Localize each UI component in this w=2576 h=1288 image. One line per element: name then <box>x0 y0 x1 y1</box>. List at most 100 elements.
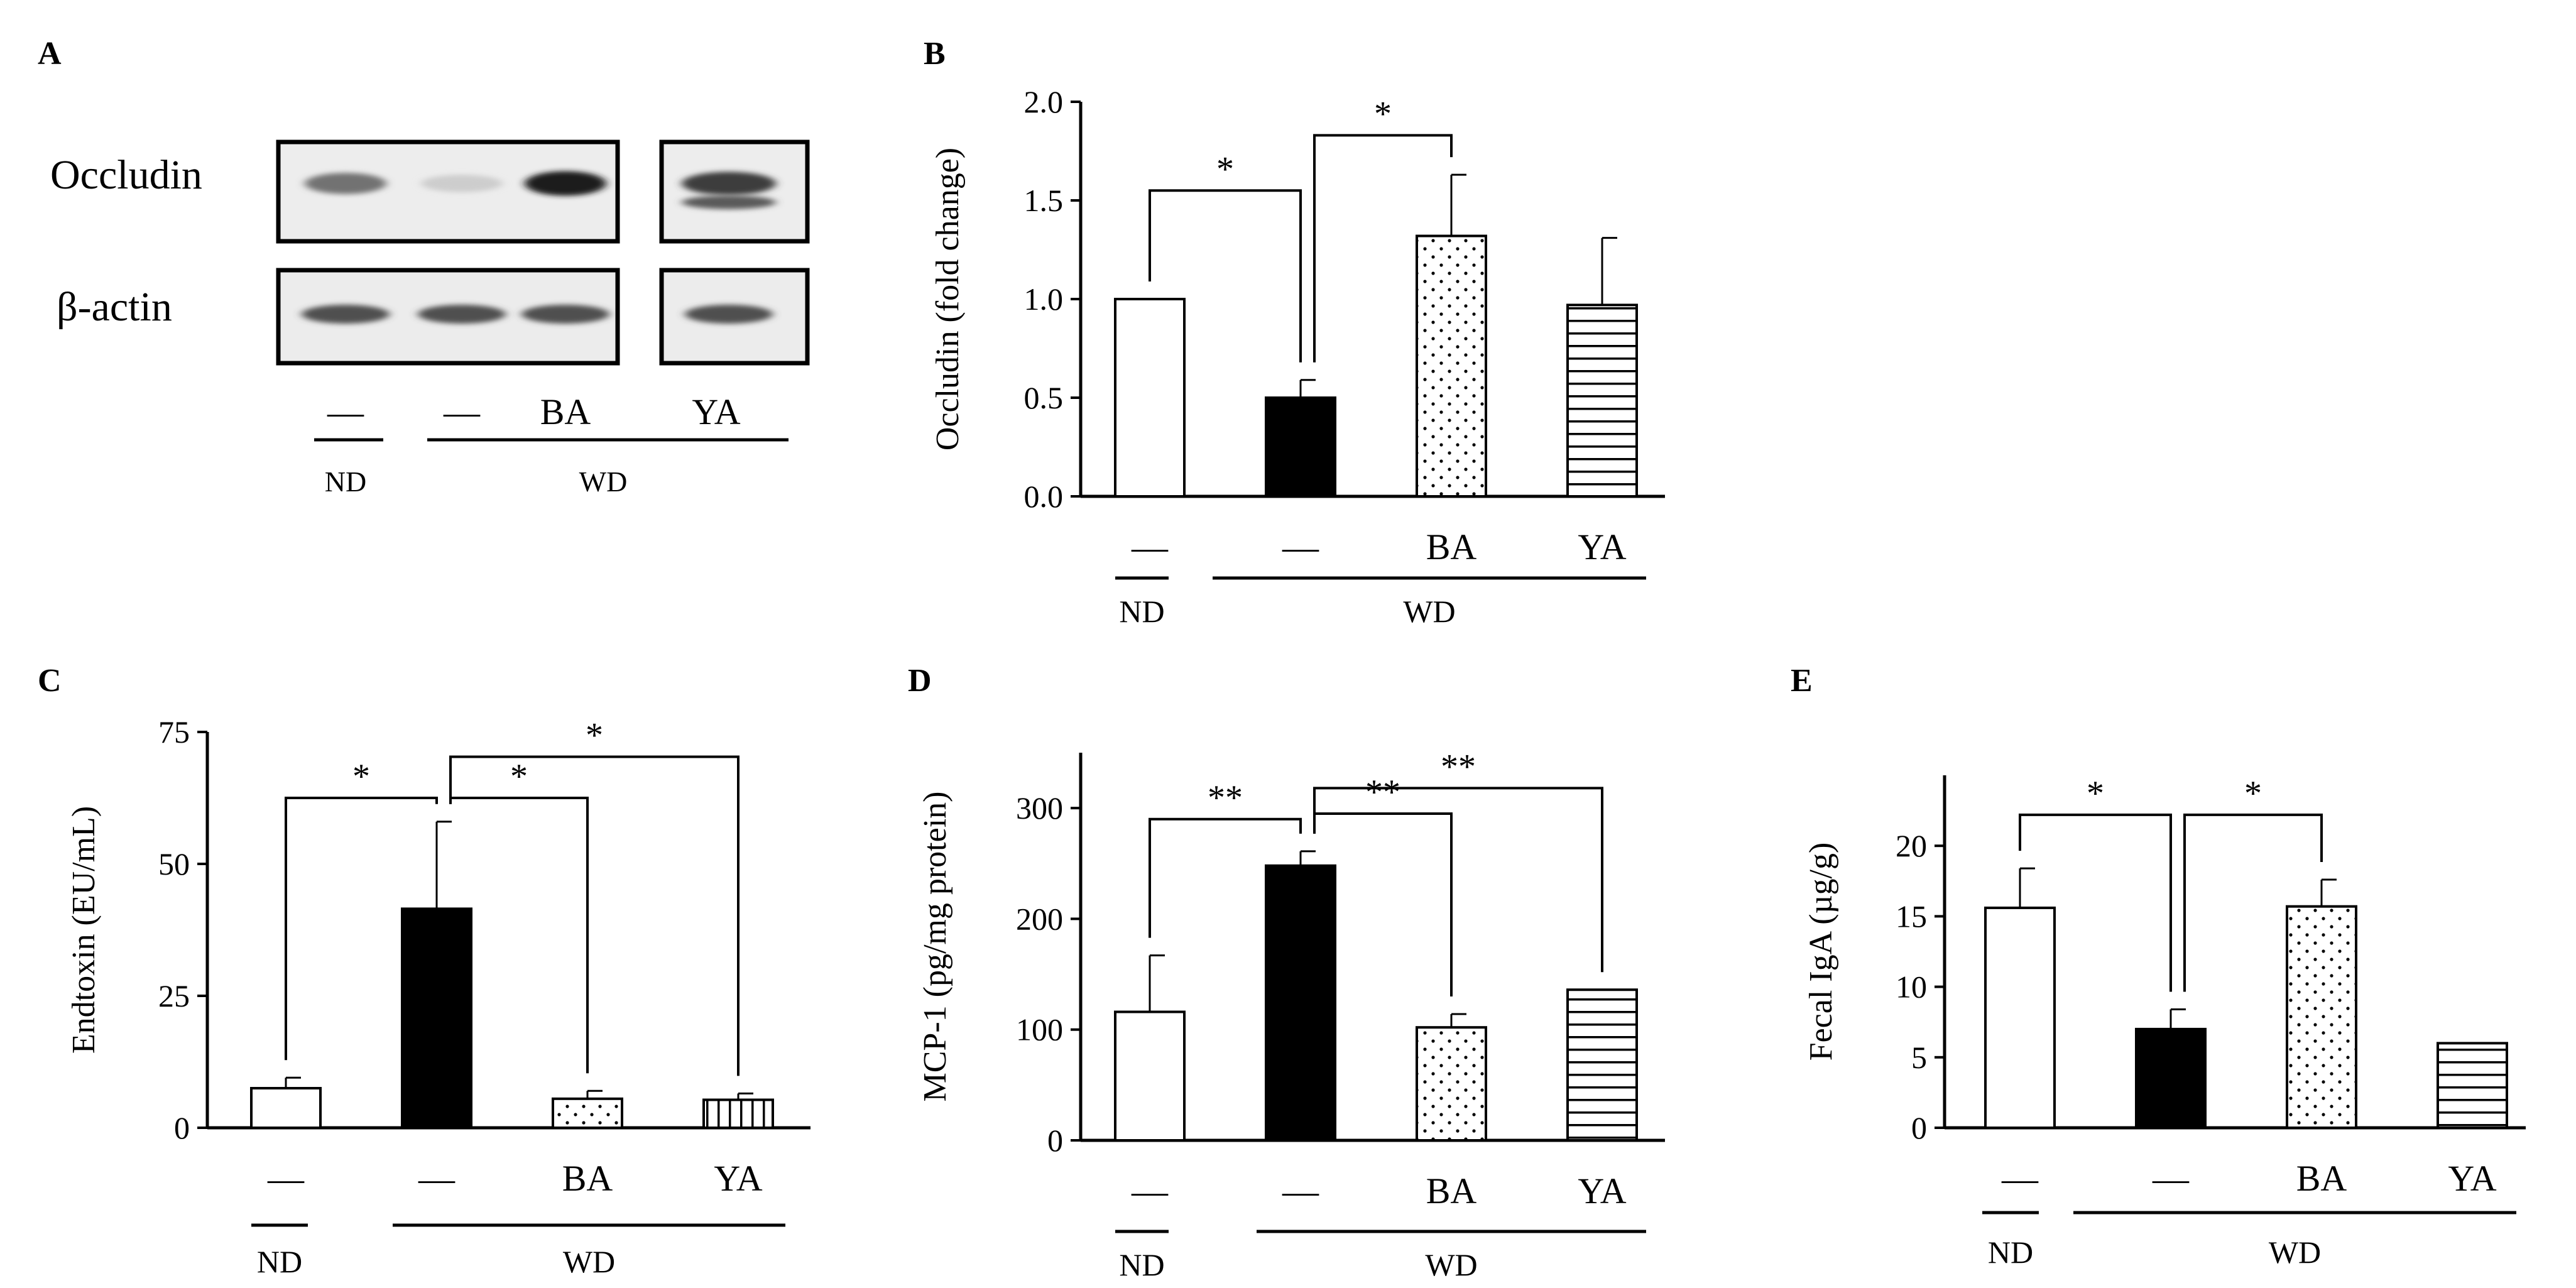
blot-wd-label: WD <box>579 466 628 498</box>
y-axis-label: Occludin (fold change) <box>930 148 966 450</box>
category-label: — <box>2001 1158 2039 1199</box>
significance-bracket <box>1149 189 1302 363</box>
chart-d: 0 100 200 300 MCP-1 (pg/mg protein) — — BA YA ND W… <box>917 747 1665 1282</box>
bar <box>1265 864 1336 1142</box>
chart-b: 0.0 0.5 1.0 1.5 2.0 Occludin (fold change) — — B… <box>930 84 1665 629</box>
category-label: BA <box>562 1158 613 1199</box>
blot-band <box>305 173 386 194</box>
blot-row-label-beta-actin: β-actin <box>57 284 172 330</box>
bar <box>1566 303 1638 498</box>
category-label: — <box>418 1158 456 1199</box>
significance-label: ** <box>1441 747 1476 786</box>
panel-e-label: E <box>1791 663 1813 699</box>
panel-d: D 0 100 200 300 MCP-1 (pg/mg protein) — — BA YA N… <box>908 663 1665 1282</box>
significance-label: ** <box>1208 778 1243 817</box>
blot-bands <box>302 171 776 324</box>
significance-label: * <box>1216 150 1234 188</box>
wd-group-label: WD <box>1425 1247 1477 1282</box>
blot-row-label-occludin: Occludin <box>50 152 202 198</box>
bar <box>1416 234 1487 498</box>
category-label: YA <box>2448 1158 2496 1199</box>
significance-bracket <box>1313 134 1453 363</box>
category-label: — <box>267 1158 305 1199</box>
y-tick-label: 100 <box>1016 1012 1063 1047</box>
bar <box>1265 396 1336 498</box>
bar <box>1984 906 2056 1130</box>
wd-group-label: WD <box>563 1244 615 1279</box>
chart-c: 0 25 50 75 Endtoxin (EU/mL) — — BA YA ND WD * * * <box>66 714 810 1279</box>
y-tick-label: 15 <box>1896 898 1927 934</box>
y-tick-label: 10 <box>1896 969 1927 1005</box>
category-label: BA <box>1426 527 1477 567</box>
y-tick-label: 1.5 <box>1024 183 1064 218</box>
y-tick-label: 25 <box>158 978 190 1013</box>
category-label: YA <box>714 1158 762 1199</box>
y-tick-label: 0.5 <box>1024 380 1064 415</box>
bar <box>1114 298 1186 498</box>
bar <box>1416 1026 1487 1142</box>
panel-a: A Occludin β-actin — — BA YA ND WD <box>38 36 810 498</box>
panel-c-label: C <box>38 663 62 699</box>
category-label: — <box>1282 527 1319 567</box>
significance-bracket <box>2183 813 2323 992</box>
nd-group-label: ND <box>1988 1235 2033 1270</box>
blot-lane-label: YA <box>692 391 740 432</box>
y-axis-label: Fecal IgA (µg/g) <box>1803 843 1839 1061</box>
y-tick-label: 0 <box>1047 1123 1063 1158</box>
blot-band <box>682 172 776 195</box>
significance-label: ** <box>1365 773 1400 812</box>
y-tick-label: 2.0 <box>1024 84 1064 119</box>
blot-band <box>521 305 609 324</box>
significance-label: * <box>2087 774 2104 813</box>
category-label: — <box>1131 527 1169 567</box>
category-label: — <box>2152 1158 2190 1199</box>
significance-bracket <box>285 797 438 1061</box>
bar <box>1114 1010 1186 1142</box>
panel-a-label: A <box>38 36 62 72</box>
blot-band <box>525 171 606 196</box>
blot-lane-label: — <box>443 391 481 432</box>
y-tick-label: 75 <box>158 714 190 750</box>
category-label: — <box>1282 1171 1319 1211</box>
bar <box>2135 1027 2207 1130</box>
category-label: YA <box>1578 527 1626 567</box>
panel-c: C 0 25 50 75 Endtoxin (EU/mL) — — BA YA ND WD * * * <box>38 663 810 1279</box>
y-axis-label: MCP-1 (pg/mg protein) <box>917 792 953 1102</box>
wd-group-label: WD <box>2269 1235 2321 1270</box>
blot-lane-label: BA <box>540 391 591 432</box>
significance-label: * <box>2244 774 2262 813</box>
bar <box>1566 988 1638 1142</box>
bar <box>702 1098 774 1129</box>
panel-e: E 0 5 10 15 20 Fecal IgA (µg/g) — — BA YA ND WD * * <box>1791 663 2526 1270</box>
y-tick-label: 20 <box>1896 828 1927 863</box>
y-tick-label: 50 <box>158 846 190 881</box>
bar <box>401 907 472 1130</box>
wd-group-label: WD <box>1403 594 1455 629</box>
bar <box>552 1097 623 1130</box>
panel-b: B 0.0 0.5 1.0 1.5 2.0 Occludin (fold change) —… <box>924 36 1665 629</box>
blot-band <box>421 175 503 192</box>
category-label: BA <box>1426 1171 1477 1211</box>
blot-band <box>418 305 506 324</box>
significance-bracket <box>1149 817 1302 938</box>
bar <box>2437 1042 2508 1129</box>
panel-d-label: D <box>908 663 932 699</box>
bar <box>250 1087 322 1129</box>
y-tick-label: 1.0 <box>1024 281 1064 317</box>
significance-label: * <box>510 757 528 796</box>
y-tick-label: 0 <box>174 1110 190 1145</box>
y-tick-label: 300 <box>1016 790 1063 826</box>
y-tick-label: 5 <box>1911 1040 1927 1075</box>
significance-label: * <box>1374 94 1392 133</box>
category-label: — <box>1131 1171 1169 1211</box>
nd-group-label: ND <box>1119 1247 1164 1282</box>
y-tick-label: 200 <box>1016 901 1063 936</box>
y-tick-label: 0 <box>1911 1110 1927 1145</box>
y-axis-label: Endtoxin (EU/mL) <box>66 806 102 1054</box>
chart-e: 0 5 10 15 20 Fecal IgA (µg/g) — — BA YA ND WD * * <box>1803 774 2526 1270</box>
significance-label: * <box>586 716 603 755</box>
blot-nd-label: ND <box>325 466 366 498</box>
y-tick-label: 0.0 <box>1024 479 1064 514</box>
blot-lane-label: — <box>327 391 364 432</box>
